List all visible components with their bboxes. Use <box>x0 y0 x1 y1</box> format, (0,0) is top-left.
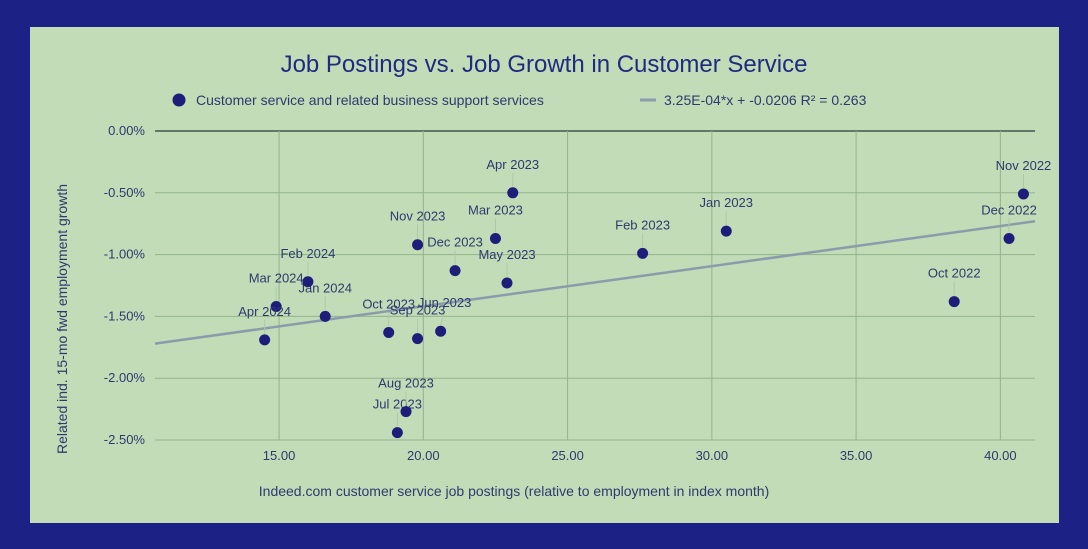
point-label-nov-2023: Nov 2023 <box>390 209 446 224</box>
x-tick-label: 15.00 <box>263 448 296 463</box>
x-tick-label: 35.00 <box>840 448 873 463</box>
point-jun-2023 <box>435 325 447 337</box>
x-axis-ticks: 15.00 20.00 25.00 30.00 35.00 40.00 <box>263 448 1017 463</box>
y-axis-ticks: 0.00% -0.50% -1.00% -1.50% -2.00% -2.50% <box>104 123 146 447</box>
chart-panel: Job Postings vs. Job Growth in Customer … <box>30 27 1059 523</box>
point-apr-2023 <box>507 187 519 199</box>
point-may-2023 <box>501 277 513 289</box>
point-label-apr-2024: Apr 2024 <box>238 304 291 319</box>
legend-trendline-label: 3.25E-04*x + -0.0206 R² = 0.263 <box>664 92 867 108</box>
point-label-jul-2023: Jul 2023 <box>373 397 422 412</box>
point-mar-2024 <box>270 301 282 313</box>
scatter-chart: Job Postings vs. Job Growth in Customer … <box>54 51 1052 499</box>
point-apr-2024 <box>259 334 271 346</box>
x-tick-label: 40.00 <box>984 448 1017 463</box>
chart-title: Job Postings vs. Job Growth in Customer … <box>281 51 808 78</box>
point-label-oct-2023: Oct 2023 <box>362 296 415 311</box>
point-label-mar-2024: Mar 2024 <box>249 271 304 286</box>
point-jan-2023 <box>720 225 732 237</box>
point-oct-2023 <box>383 326 395 338</box>
y-tick-label: -0.50% <box>104 185 146 200</box>
trendline-group <box>154 219 1036 345</box>
point-sep-2023 <box>412 333 424 345</box>
point-label-jun-2023: Jun 2023 <box>418 295 472 310</box>
y-tick-label: -1.50% <box>104 308 146 323</box>
point-label-oct-2022: Oct 2022 <box>928 266 981 281</box>
data-points: Oct 2022 Nov 2022 Dec 2022 Jan 2023 Feb 2023… <box>238 157 1052 439</box>
label-leader-jun-2023 <box>440 311 446 326</box>
point-mar-2023 <box>489 233 501 245</box>
point-nov-2022 <box>1017 188 1029 200</box>
point-dec-2022 <box>1003 233 1015 245</box>
point-label-dec-2023: Dec 2023 <box>427 235 483 250</box>
y-axis-label: Related ind. 15-mo fwd employment growth <box>54 184 70 454</box>
point-jul-2023 <box>391 427 403 439</box>
y-tick-label: -2.00% <box>104 370 146 385</box>
x-tick-label: 20.00 <box>407 448 440 463</box>
point-aug-2023 <box>400 406 412 418</box>
trendline <box>154 219 1036 345</box>
point-label-feb-2024: Feb 2024 <box>280 246 335 261</box>
legend-series-marker <box>172 93 186 107</box>
x-tick-label: 30.00 <box>696 448 729 463</box>
point-label-may-2023: May 2023 <box>478 247 535 262</box>
point-feb-2024 <box>302 276 314 288</box>
point-label-aug-2023: Aug 2023 <box>378 376 434 391</box>
point-label-sep-2023: Sep 2023 <box>390 303 446 318</box>
point-label-feb-2023: Feb 2023 <box>615 217 670 232</box>
legend: Customer service and related business su… <box>172 92 867 108</box>
point-label-jan-2023: Jan 2023 <box>700 195 754 210</box>
x-axis-label: Indeed.com customer service job postings… <box>259 483 769 499</box>
point-label-apr-2023: Apr 2023 <box>486 157 539 172</box>
point-feb-2023 <box>637 247 649 259</box>
point-label-dec-2022: Dec 2022 <box>981 203 1037 218</box>
x-tick-label: 25.00 <box>551 448 584 463</box>
grid <box>155 130 1035 441</box>
point-label-mar-2023: Mar 2023 <box>468 203 523 218</box>
point-jan-2024 <box>319 310 331 322</box>
y-tick-label: 0.00% <box>108 123 145 138</box>
point-dec-2023 <box>449 265 461 277</box>
point-label-nov-2022: Nov 2022 <box>996 158 1052 173</box>
y-tick-label: -2.50% <box>104 432 146 447</box>
point-oct-2022 <box>948 296 960 308</box>
y-tick-label: -1.00% <box>104 247 146 262</box>
legend-series-label: Customer service and related business su… <box>196 92 544 108</box>
point-nov-2023 <box>412 239 424 251</box>
